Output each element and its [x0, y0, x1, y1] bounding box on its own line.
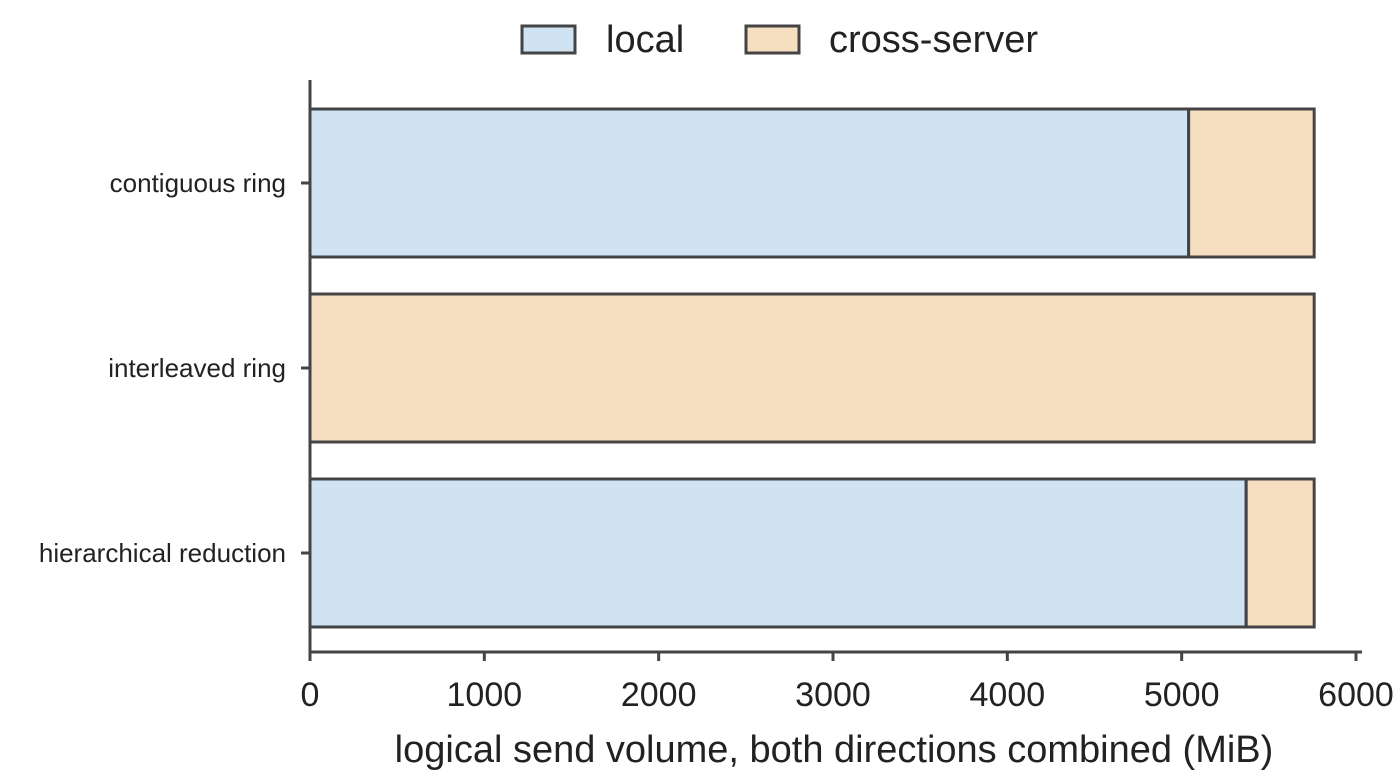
y-axis: contiguous ring interleaved ring hierarchi…	[39, 80, 312, 652]
x-tick-label: 4000	[970, 676, 1046, 714]
x-tick-label: 5000	[1144, 676, 1220, 714]
x-axis-title: logical send volume, both directions com…	[395, 729, 1274, 771]
legend-label-local: local	[606, 19, 684, 61]
x-axis: 0 1000 2000 3000 4000 5000 6000	[301, 650, 1394, 714]
x-tick-label: 6000	[1318, 676, 1394, 714]
x-tick-label: 3000	[795, 676, 871, 714]
y-tick-label: hierarchical reduction	[39, 538, 286, 568]
bar-local-2	[308, 477, 1248, 629]
bars	[308, 107, 1316, 629]
bar-local-0	[308, 107, 1191, 259]
legend: local cross-server	[520, 19, 1038, 61]
bar-cross-server-2	[1244, 477, 1316, 629]
y-tick-label: contiguous ring	[110, 168, 286, 198]
bar-cross-server-0	[1187, 107, 1316, 259]
bar-cross-server-1	[308, 292, 1316, 444]
legend-swatch-cross-server	[744, 24, 801, 55]
x-tick-label: 2000	[621, 676, 697, 714]
x-tick-label: 0	[301, 676, 320, 714]
legend-swatch-local	[520, 24, 577, 55]
y-tick-label: interleaved ring	[108, 353, 286, 383]
legend-label-cross-server: cross-server	[829, 19, 1038, 61]
x-tick-label: 1000	[447, 676, 523, 714]
